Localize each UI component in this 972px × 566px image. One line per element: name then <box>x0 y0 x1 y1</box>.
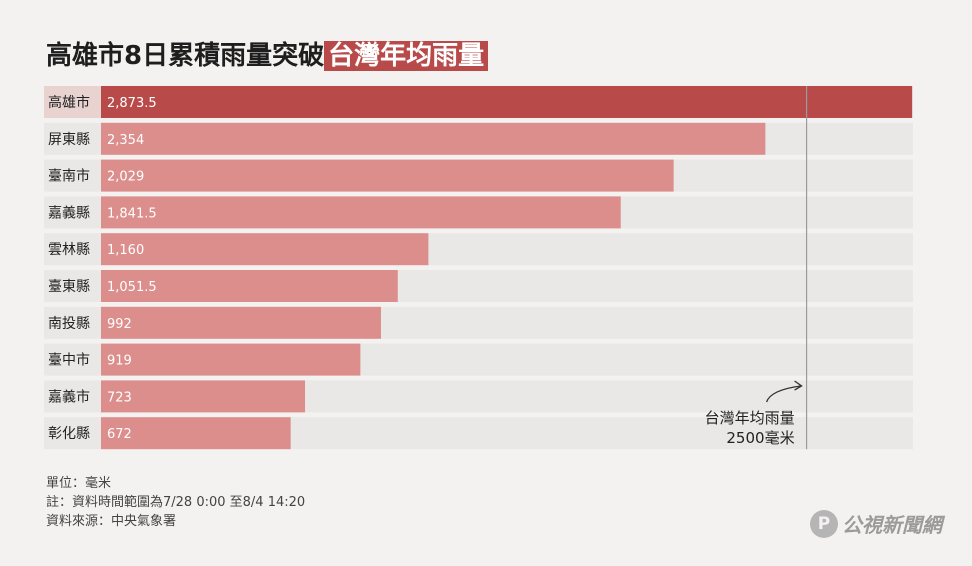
bar <box>101 196 621 229</box>
data-label: 1,841.5 <box>107 206 157 221</box>
category-label: 彰化縣 <box>48 425 90 442</box>
data-label: 2,029 <box>107 170 144 185</box>
category-label: 南投縣 <box>48 316 90 332</box>
title-highlight: 台灣年均雨量 <box>324 41 489 71</box>
unit-note: 單位：毫米 <box>46 476 112 491</box>
annotation-arrow <box>765 385 801 403</box>
bar <box>101 233 429 266</box>
data-label: 2,873.5 <box>107 96 157 111</box>
annotation-arrowhead <box>794 380 803 391</box>
bar <box>101 122 766 155</box>
chart-footer: 單位：毫米 註：資料時間範圍為7/28 0:00 至8/4 14:20 資料來源… <box>46 474 305 531</box>
bar <box>101 270 398 302</box>
bar <box>101 417 291 450</box>
title-main: 高雄市8日累積雨量突破 <box>46 41 325 71</box>
chart-title: 高雄市8日累積雨量突破 台灣年均雨量 <box>46 38 489 74</box>
pts-logo-icon: P <box>810 509 838 538</box>
bar <box>101 343 361 376</box>
category-label: 嘉義市 <box>48 388 90 405</box>
data-label: 2,354 <box>107 133 144 148</box>
data-label: 723 <box>107 390 132 405</box>
category-label: 高雄市 <box>48 94 90 111</box>
source-note: 資料來源：中央氣象署 <box>46 514 177 529</box>
category-label: 臺南市 <box>48 168 90 185</box>
bar <box>101 380 306 413</box>
reference-label-line1: 台灣年均雨量 <box>705 409 795 427</box>
bar <box>101 306 381 339</box>
data-label: 1,160 <box>107 243 144 258</box>
data-label: 1,051.5 <box>107 280 157 295</box>
category-label: 臺中市 <box>48 352 90 369</box>
data-label: 672 <box>107 427 132 442</box>
category-label: 雲林縣 <box>48 242 90 258</box>
pts-news-logo: P 公視新聞網 <box>810 509 942 538</box>
reference-label-line2: 2500毫米 <box>726 429 794 447</box>
bar <box>101 86 912 118</box>
data-label: 992 <box>107 317 132 332</box>
data-label: 919 <box>107 354 132 369</box>
category-label: 屏東縣 <box>48 132 90 148</box>
category-label: 臺東縣 <box>48 279 90 295</box>
logo-text: 公視新聞網 <box>842 513 942 537</box>
bar <box>101 159 674 192</box>
time-range-note: 註：資料時間範圍為7/28 0:00 至8/4 14:20 <box>46 495 306 510</box>
category-label: 嘉義縣 <box>48 204 90 221</box>
